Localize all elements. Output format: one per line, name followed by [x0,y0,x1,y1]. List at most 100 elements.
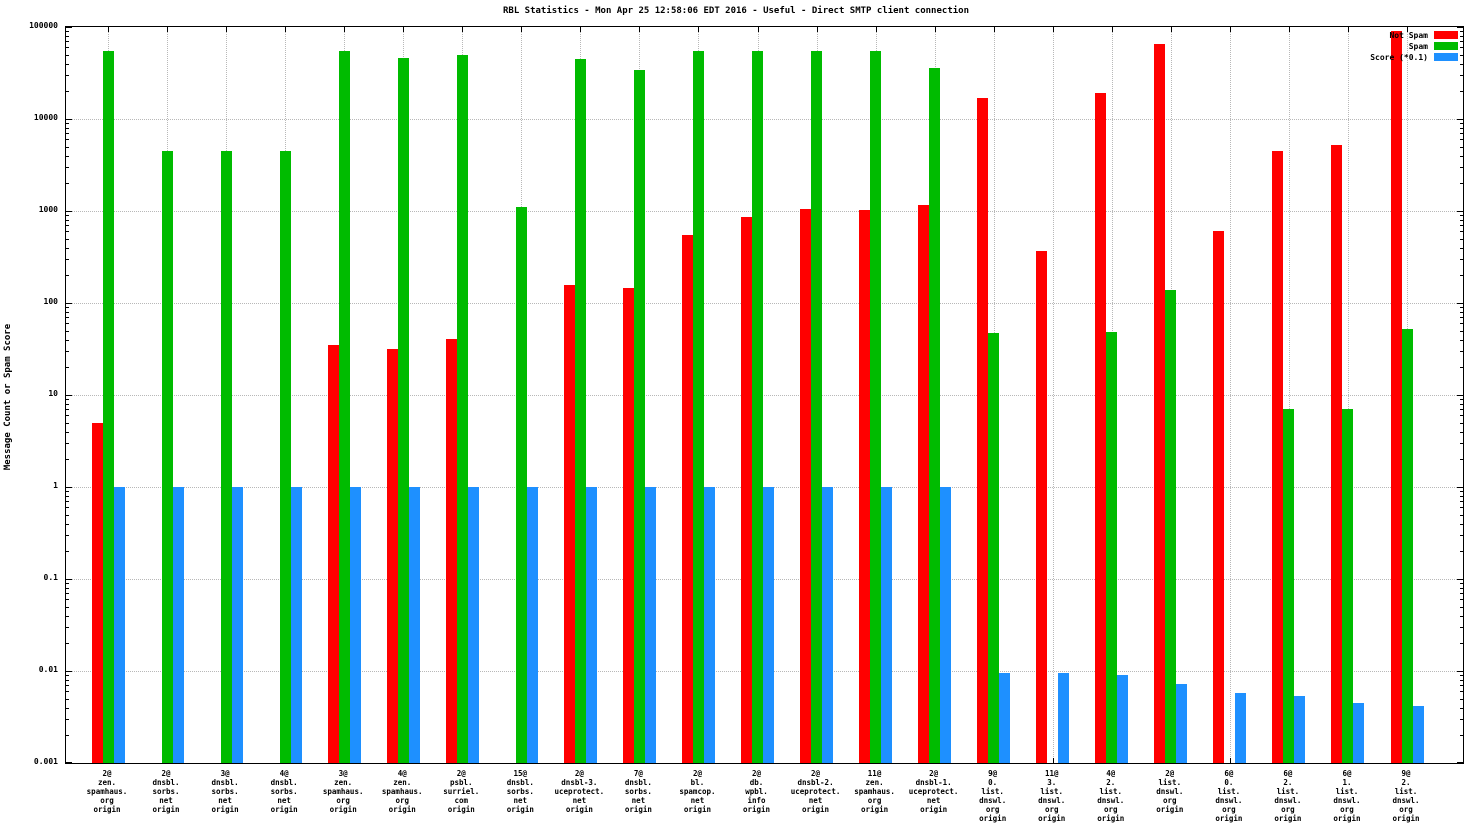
bar-score-0-1- [763,487,774,763]
bar-not-spam [445,338,457,763]
bar-score-0-1- [349,487,361,763]
y-minor-tick [1460,593,1463,595]
x-tick-label: 11@ zen. spamhaus. org origin [854,769,895,814]
x-tick [167,27,169,32]
y-tick-label: 0.001 [33,757,58,766]
y-minor-tick [66,643,69,645]
y-major-tick [1457,395,1463,396]
x-tick [698,27,700,32]
y-minor-tick [66,231,69,233]
y-minor-tick [1460,275,1463,277]
y-minor-tick [66,311,69,313]
bar-spam [692,50,704,763]
x-tick-label: 2@ psbl. surriel. com origin [443,769,480,814]
x-tick [108,27,109,32]
bar-score-0-1- [1294,696,1306,763]
bar-not-spam [1390,31,1402,763]
bar-not-spam [386,348,398,763]
y-minor-tick [1460,507,1463,509]
x-tick [403,27,405,32]
bar-score-0-1- [290,487,302,763]
y-minor-tick [66,583,69,585]
h-gridline [66,395,1463,396]
bar-spam [1342,409,1354,763]
y-minor-tick [66,330,69,332]
x-tick [1347,27,1349,32]
y-minor-tick [1460,323,1463,325]
bar-score-0-1- [1176,684,1188,763]
x-tick [1052,758,1054,763]
y-minor-tick [66,399,69,401]
y-minor-tick [1460,123,1463,125]
y-minor-tick [66,31,69,33]
y-minor-tick [1460,231,1463,233]
y-minor-tick [1460,31,1463,33]
bar-not-spam [918,205,930,763]
bar-score-0-1- [1235,692,1247,763]
y-minor-tick [1460,155,1463,157]
bar-not-spam [1331,145,1343,763]
y-minor-tick [1460,146,1463,148]
bar-spam [397,58,409,763]
bar-spam [456,54,468,763]
x-tick [1288,27,1290,32]
y-minor-tick [66,691,69,693]
y-tick-label: 10000 [33,113,58,122]
y-minor-tick [66,627,69,629]
y-minor-tick [66,215,69,217]
y-minor-tick [66,63,69,65]
y-minor-tick [66,317,69,319]
x-tick-label: 2@ db. wpbl. info origin [742,769,771,814]
x-tick [226,27,228,32]
x-tick [757,27,759,32]
y-minor-tick [66,593,69,595]
y-minor-tick [66,183,69,185]
x-tick-label: 15@ dnsbl. sorbs. net origin [506,769,534,814]
y-minor-tick [66,735,69,737]
x-tick-label: 3@ dnsbl. sorbs. net origin [211,769,239,814]
y-minor-tick [66,225,69,227]
h-gridline [66,119,1463,120]
y-major-tick [1457,762,1463,763]
legend-swatch [1434,53,1458,61]
y-minor-tick [66,615,69,617]
y-major-tick [66,27,72,28]
bar-not-spam [977,97,989,763]
y-minor-tick [66,551,69,553]
y-minor-tick [66,75,69,77]
y-minor-tick [1460,719,1463,721]
y-major-tick [66,395,72,396]
y-minor-tick [66,146,69,148]
y-minor-tick [66,685,69,687]
y-minor-tick [66,54,69,56]
bar-spam [752,50,763,763]
legend-row: Score (*0.1) [1370,52,1458,62]
y-minor-tick [1460,599,1463,601]
y-major-tick [66,579,72,580]
y-minor-tick [66,339,69,341]
bar-score-0-1- [526,487,538,763]
bar-not-spam [1272,150,1284,763]
y-minor-tick [66,599,69,601]
y-minor-tick [66,41,69,43]
bar-score-0-1- [822,487,834,763]
bar-spam [161,150,173,763]
y-minor-tick [1460,219,1463,221]
y-major-tick [66,119,72,120]
y-minor-tick [1460,54,1463,56]
bar-score-0-1- [1058,673,1070,763]
x-tick-label: 2@ dnsbl-3. uceprotect. net origin [554,769,605,814]
x-tick-label: 4@ 2. list. dnswl. org origin [1097,769,1125,823]
x-tick-label: 2@ dnsbl-1. uceprotect. net origin [908,769,959,814]
y-minor-tick [66,247,69,249]
y-minor-tick [66,259,69,261]
y-minor-tick [1460,615,1463,617]
bar-spam [1165,289,1177,763]
x-tick-label: 2@ zen. spamhaus. org origin [86,769,128,814]
y-minor-tick [66,459,69,461]
h-gridline [66,303,1463,304]
x-tick-label: 9@ 0. list. dnswl. org origin [979,769,1007,823]
y-major-tick [1457,211,1463,212]
x-tick-label: 2@ bl. spamcop. net origin [679,769,716,814]
